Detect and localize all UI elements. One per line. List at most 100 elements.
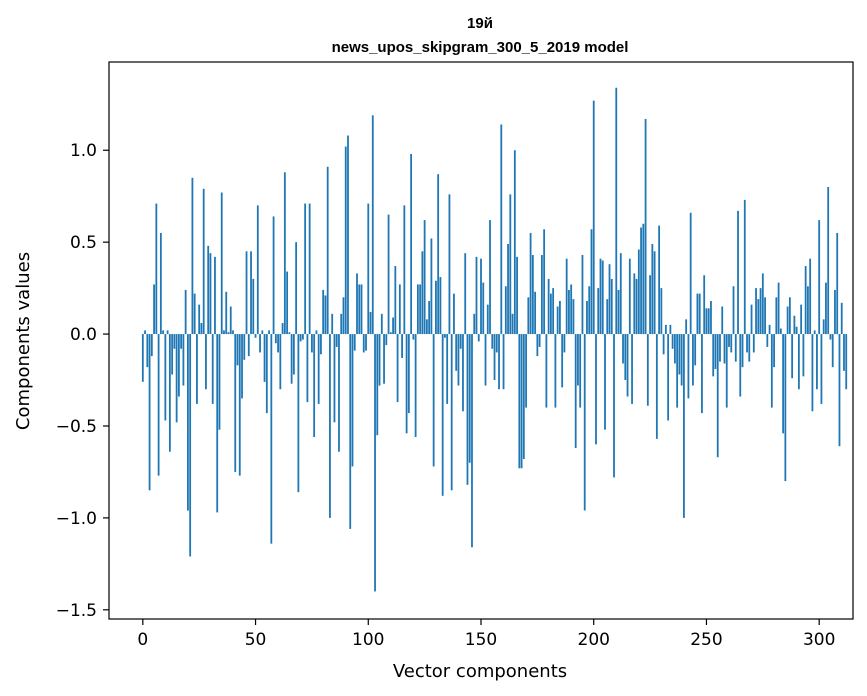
- bar: [177, 334, 180, 397]
- bar: [680, 334, 683, 386]
- bar: [189, 334, 192, 557]
- bar: [216, 334, 219, 513]
- bar: [155, 203, 158, 335]
- bar: [173, 334, 176, 349]
- bar: [827, 187, 830, 335]
- bar: [401, 334, 403, 358]
- bar: [148, 334, 151, 491]
- bar: [193, 293, 196, 335]
- bar: [378, 334, 381, 386]
- x-axis-ticks: 0 50 100 150 200 250 300: [137, 619, 835, 650]
- bar: [286, 271, 289, 335]
- bar: [748, 334, 751, 362]
- bar: [518, 334, 521, 469]
- bar: [389, 332, 392, 335]
- bar: [277, 334, 279, 353]
- bar: [838, 334, 841, 447]
- bar: [635, 278, 638, 335]
- bar: [565, 258, 568, 335]
- bar: [728, 334, 730, 347]
- bar: [493, 334, 496, 381]
- bar: [825, 282, 827, 335]
- bar: [150, 334, 153, 357]
- bar: [432, 334, 435, 467]
- bar: [734, 334, 737, 362]
- bar: [313, 334, 316, 438]
- bar: [414, 334, 417, 438]
- bar: [547, 278, 550, 335]
- bar: [779, 328, 782, 335]
- bar: [583, 334, 586, 511]
- bar: [613, 334, 615, 478]
- y-tick-label: −1.0: [56, 509, 97, 529]
- bar: [412, 334, 415, 340]
- bar: [290, 334, 293, 384]
- bar: [752, 334, 755, 353]
- bar: [205, 334, 207, 390]
- bar: [365, 334, 367, 351]
- bar: [705, 308, 708, 335]
- bar: [200, 323, 203, 335]
- bar: [335, 334, 338, 347]
- bar: [773, 334, 775, 368]
- bar: [664, 324, 667, 335]
- bar: [288, 332, 291, 335]
- bar: [766, 334, 769, 347]
- bar: [480, 258, 482, 335]
- bar: [599, 258, 602, 335]
- bar: [606, 299, 609, 335]
- bar: [214, 256, 216, 335]
- bar: [448, 194, 451, 335]
- bar: [360, 284, 363, 335]
- bar: [791, 334, 794, 379]
- bar: [820, 334, 823, 404]
- bar: [737, 210, 739, 335]
- bar: [536, 334, 539, 357]
- bar: [500, 124, 503, 335]
- bar: [628, 258, 631, 335]
- bar: [254, 334, 257, 338]
- bar: [504, 286, 507, 335]
- bar: [272, 216, 275, 335]
- y-tick-label: −1.5: [56, 601, 97, 621]
- bar: [241, 334, 243, 399]
- bar: [198, 304, 201, 335]
- bar: [428, 300, 431, 335]
- bar: [317, 334, 320, 404]
- bar: [676, 334, 679, 408]
- bar: [340, 313, 343, 335]
- bar: [435, 280, 437, 335]
- bar: [362, 334, 365, 353]
- bar: [761, 273, 764, 335]
- bar: [604, 334, 606, 430]
- bar: [549, 293, 552, 335]
- bar: [759, 288, 762, 335]
- bar: [572, 299, 575, 335]
- bar: [644, 118, 647, 335]
- bar: [669, 324, 672, 335]
- bar: [588, 286, 591, 335]
- bar: [444, 334, 446, 338]
- bar: [531, 255, 534, 335]
- bar: [301, 334, 304, 340]
- bar: [223, 330, 225, 335]
- bar: [477, 334, 480, 342]
- bar: [782, 334, 785, 434]
- bar: [311, 334, 313, 353]
- bar: [843, 334, 845, 371]
- bar: [658, 225, 661, 335]
- bar: [162, 330, 165, 335]
- bar: [466, 334, 469, 485]
- y-tick-label: −0.5: [56, 417, 97, 437]
- bar: [540, 255, 543, 335]
- bar: [633, 273, 636, 335]
- bar: [274, 334, 277, 344]
- bar: [522, 334, 525, 460]
- bar: [423, 220, 426, 335]
- bar: [324, 295, 327, 335]
- bar: [624, 334, 627, 381]
- bar: [211, 334, 214, 404]
- bar: [265, 334, 268, 414]
- bar: [292, 334, 295, 375]
- y-tick-label: 0.0: [70, 325, 97, 345]
